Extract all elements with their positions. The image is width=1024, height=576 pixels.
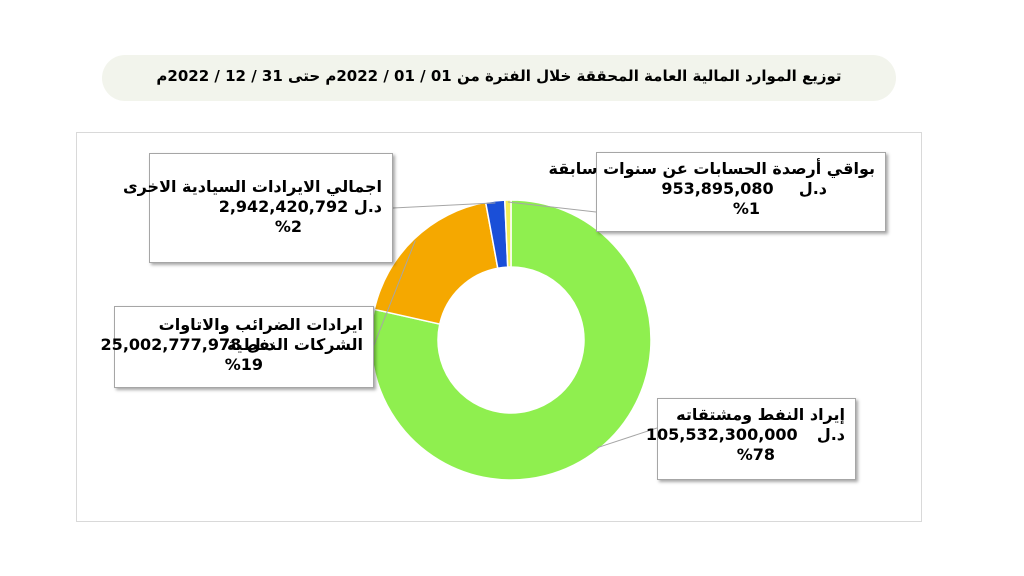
callout-balances-label: بواقي أرصدة الحسابات عن سنوات سابقة [548,159,875,178]
callout-balances: بواقي أرصدة الحسابات عن سنوات سابقة د.ل … [548,152,886,232]
title-banner: توزيع الموارد المالية العامة المحققة خلا… [102,55,896,101]
callout-oil-value: 105,532,300,000 [645,425,798,444]
slice-balances [503,199,512,268]
leader-line-balances [507,201,597,213]
callout-balances-value: 953,895,080 [661,179,774,198]
callout-taxes-label: ايرادات الضرائب والاتاوات الشركات النفطي… [158,315,363,354]
leader-lines [373,201,658,449]
callout-taxes-unit: د.ل [246,335,275,354]
callout-sovereign-unit: د.ل [353,197,382,216]
callout-sovereign: اجمالي الايرادات السيادية الاخرى د.ل 2,9… [122,153,393,263]
callout-sovereign-value: 2,942,420,792 [218,197,349,216]
slice-group [370,199,652,481]
leader-line-oil [597,427,658,449]
callout-sovereign-label: اجمالي الايرادات السيادية الاخرى [122,177,382,196]
leader-line-sovereign [392,202,496,209]
callout-balances-percent: %1 [732,199,760,218]
callout-sovereign-percent: %2 [274,217,302,236]
callout-taxes-value: 25,002,777,978 [100,335,242,354]
callout-taxes: ايرادات الضرائب والاتاوات الشركات النفطي… [101,306,374,388]
callout-balances-unit: د.ل [798,179,827,198]
callout-oil: إيراد النفط ومشتقاته د.ل 105,532,300,000… [646,398,856,480]
callout-oil-percent: %78 [736,445,775,464]
leader-line-taxes [373,240,416,346]
slice-oil [370,199,652,481]
chart-title: توزيع الموارد المالية العامة المحققة خلا… [156,67,842,85]
callout-taxes-percent: %19 [224,355,263,374]
callout-oil-label: إيراد النفط ومشتقاته [676,405,845,424]
callout-oil-unit: د.ل [816,425,845,444]
